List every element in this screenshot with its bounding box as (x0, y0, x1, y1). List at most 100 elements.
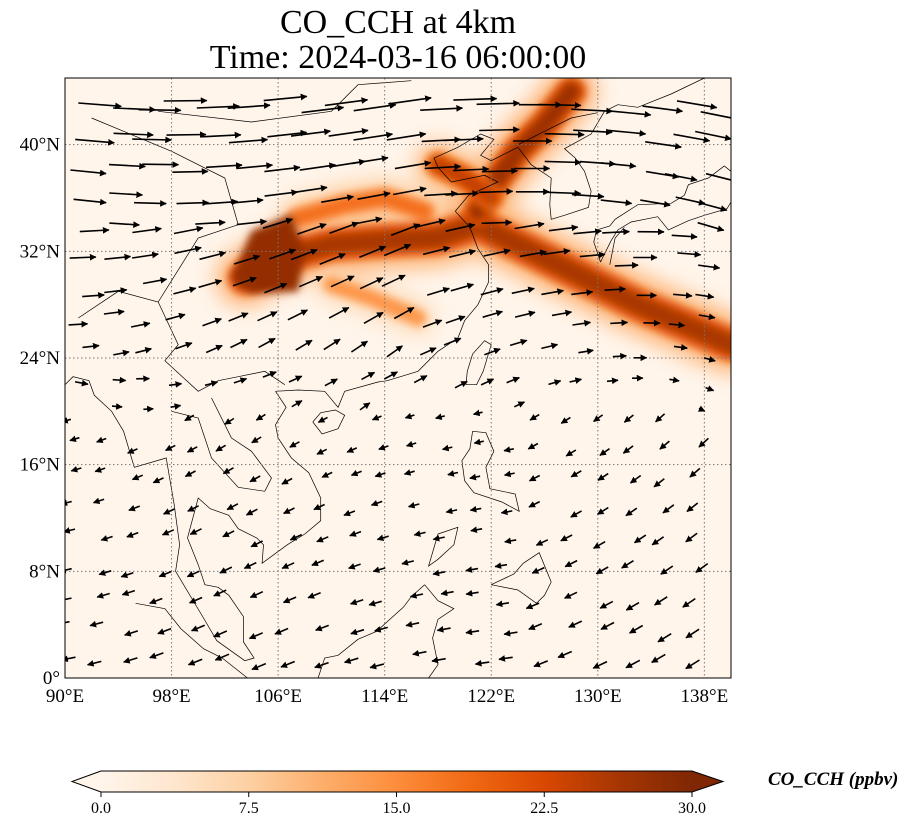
wind-vector (654, 596, 668, 606)
chart-title-line-2: Time: 2024-03-16 06:00:00 (209, 39, 587, 76)
wind-vector (245, 508, 258, 516)
wind-vector (219, 566, 233, 574)
wind-vector (445, 222, 476, 232)
wind-vector (168, 381, 183, 388)
map-background (65, 78, 731, 678)
latitude-tick-labels: 0° 8°N 16°N 24°N 32°N 40°N (20, 135, 61, 689)
wind-vector (65, 566, 72, 574)
wind-vector (301, 104, 345, 114)
wind-vector (407, 501, 420, 509)
wind-vector (390, 223, 421, 237)
wind-vector (514, 310, 536, 318)
longitude-tick-label: 130°E (574, 686, 622, 707)
wind-vector (202, 317, 222, 327)
wind-vector (100, 535, 113, 542)
coastline-segment (135, 602, 248, 678)
wind-vector (547, 189, 582, 197)
wind-vector (330, 275, 355, 288)
wind-vector (660, 565, 674, 575)
wind-vector (135, 347, 152, 354)
wind-vector (316, 536, 329, 543)
wind-vector (201, 131, 242, 139)
wind-vector (422, 319, 443, 328)
wind-vector (190, 624, 206, 632)
wind-vector (573, 128, 613, 136)
wind-vector (599, 600, 614, 609)
wind-vector (65, 527, 76, 534)
wind-vector (374, 626, 389, 633)
wind-vector (350, 469, 362, 477)
longitude-tick-label: 114°E (361, 686, 408, 707)
wind-vector (142, 276, 168, 285)
wind-vector (188, 596, 203, 604)
wind-vector (498, 655, 513, 662)
wind-vector (695, 130, 731, 142)
wind-vector (233, 254, 261, 265)
wind-vector (659, 440, 670, 450)
wind-vectors (65, 93, 731, 671)
wind-vector (506, 376, 520, 384)
wind-vector (560, 416, 571, 424)
wind-vector (642, 105, 684, 114)
wind-vector (503, 470, 515, 478)
wind-vector (514, 221, 545, 230)
wind-vector (413, 530, 426, 537)
wind-vector (103, 308, 125, 316)
wind-vector (65, 620, 70, 624)
wind-vector (82, 342, 100, 350)
wind-vector (70, 169, 107, 177)
wind-vector (196, 103, 240, 110)
wind-vector (570, 470, 582, 478)
wind-vector (541, 288, 565, 296)
wind-vector (383, 243, 412, 257)
wind-vector (599, 448, 610, 457)
wind-vector (361, 371, 376, 381)
wind-vector (175, 341, 193, 350)
longitude-tick-label: 98°E (152, 686, 190, 707)
wind-vector (65, 499, 72, 506)
map-frame (64, 77, 732, 679)
wind-vector (186, 446, 198, 453)
wind-vector (357, 190, 391, 200)
wind-vector (79, 226, 110, 234)
wind-vector (481, 167, 518, 175)
wind-vector (264, 164, 301, 173)
wind-vector (503, 446, 514, 453)
wind-vector (249, 475, 261, 483)
wind-vector (104, 287, 128, 294)
wind-vector (685, 659, 700, 670)
wind-vector (311, 559, 325, 566)
colorbar-tick-label: 15.0 (383, 800, 411, 817)
wind-vector (541, 342, 559, 350)
wind-vector (186, 570, 200, 578)
wind-vector (86, 660, 102, 667)
wind-vector (230, 197, 264, 204)
wind-vector (227, 102, 271, 109)
map-plot-area (64, 77, 732, 679)
wind-vector (174, 245, 202, 255)
wind-vector (353, 131, 394, 141)
wind-vector (686, 502, 699, 513)
wind-vector (548, 379, 562, 386)
wind-vector (503, 629, 518, 637)
wind-vector (625, 659, 641, 669)
wind-vector (698, 201, 728, 212)
wind-vector (214, 653, 230, 661)
wind-vector (189, 528, 202, 536)
wind-vector (250, 540, 263, 548)
wind-vector (653, 478, 665, 488)
wind-vector (565, 449, 577, 457)
wind-vector (195, 219, 226, 227)
wind-vector (89, 620, 104, 628)
wind-vector (436, 626, 451, 633)
wind-vector (134, 200, 167, 207)
wind-vector (264, 189, 299, 197)
wind-vector (610, 319, 629, 327)
chart-title-line-1: CO_CCH at 4km (279, 4, 517, 41)
coastline-segment (609, 227, 625, 265)
wind-vector (349, 530, 362, 537)
wind-vector (412, 649, 427, 657)
wind-vector (359, 402, 371, 411)
wind-vector (131, 251, 159, 259)
wind-vector (440, 589, 454, 597)
